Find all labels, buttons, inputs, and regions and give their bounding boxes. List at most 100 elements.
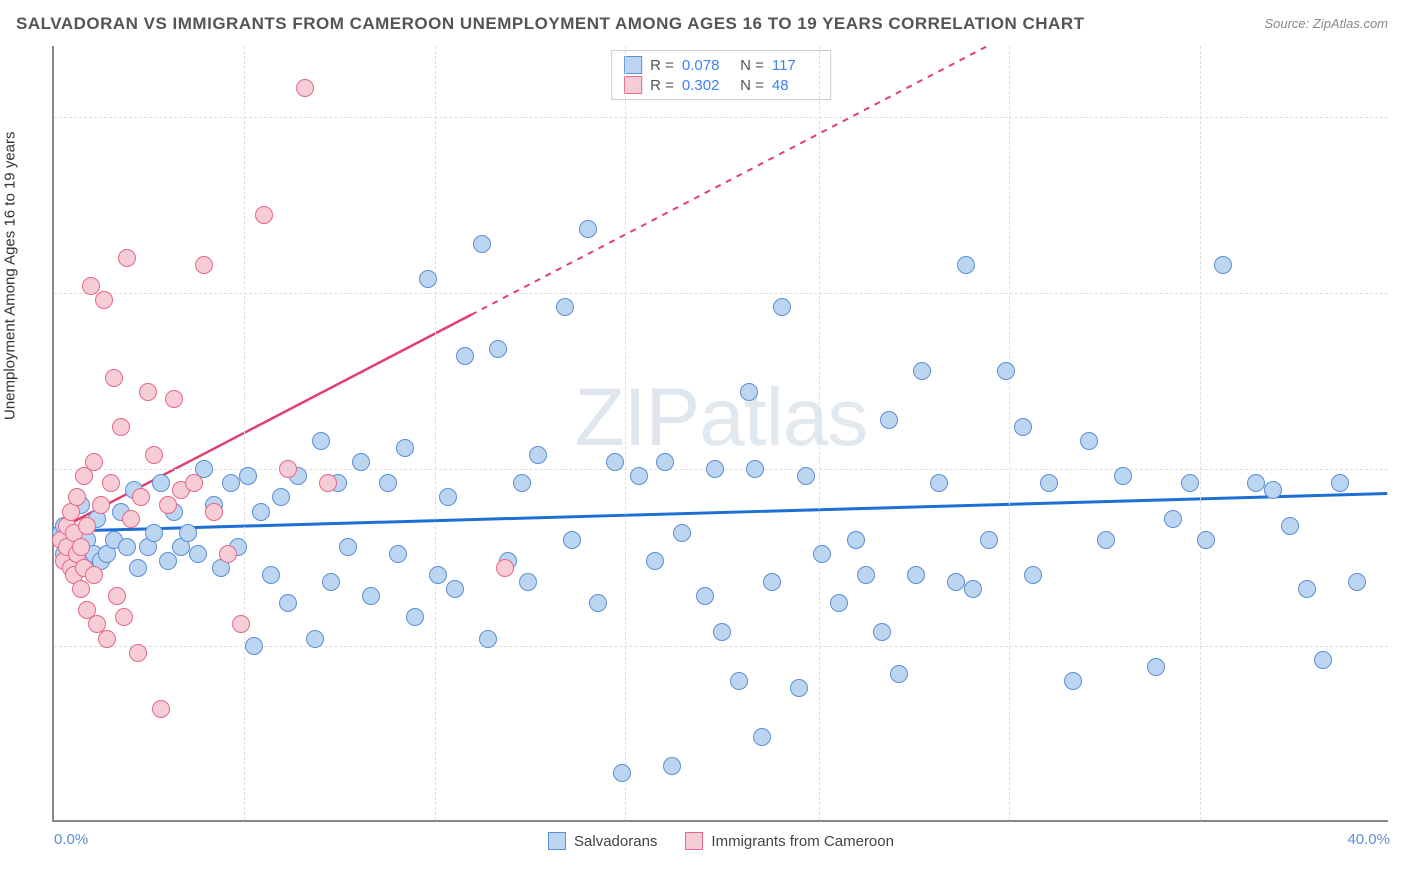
- stats-legend-box: R =0.078 N =117R =0.302 N =48: [611, 50, 831, 100]
- data-point: [219, 545, 237, 563]
- data-point: [118, 249, 136, 267]
- data-point: [563, 531, 581, 549]
- data-point: [964, 580, 982, 598]
- data-point: [339, 538, 357, 556]
- watermark-light: atlas: [699, 372, 867, 463]
- watermark-bold: ZIP: [575, 372, 700, 463]
- data-point: [322, 573, 340, 591]
- data-point: [713, 623, 731, 641]
- legend-swatch: [685, 832, 703, 850]
- plot-area: ZIPatlas R =0.078 N =117R =0.302 N =48 S…: [52, 46, 1388, 822]
- data-point: [663, 757, 681, 775]
- data-point: [105, 369, 123, 387]
- data-point: [78, 517, 96, 535]
- stats-row: R =0.302 N =48: [624, 75, 818, 95]
- data-point: [797, 467, 815, 485]
- data-point: [279, 594, 297, 612]
- data-point: [159, 496, 177, 514]
- data-point: [132, 488, 150, 506]
- legend-item: Immigrants from Cameroon: [685, 832, 894, 850]
- data-point: [746, 460, 764, 478]
- gridline-vertical: [1009, 46, 1010, 820]
- data-point: [429, 566, 447, 584]
- data-point: [857, 566, 875, 584]
- series-swatch: [624, 76, 642, 94]
- data-point: [139, 383, 157, 401]
- data-point: [1264, 481, 1282, 499]
- data-point: [1014, 418, 1032, 436]
- data-point: [85, 453, 103, 471]
- data-point: [446, 580, 464, 598]
- gridline-vertical: [819, 46, 820, 820]
- data-point: [1097, 531, 1115, 549]
- data-point: [656, 453, 674, 471]
- data-point: [185, 474, 203, 492]
- data-point: [108, 587, 126, 605]
- source-attribution: Source: ZipAtlas.com: [1264, 16, 1388, 31]
- stat-n-value: 48: [772, 77, 818, 94]
- gridline-vertical: [1200, 46, 1201, 820]
- data-point: [1164, 510, 1182, 528]
- data-point: [1147, 658, 1165, 676]
- data-point: [753, 728, 771, 746]
- data-point: [165, 390, 183, 408]
- data-point: [947, 573, 965, 591]
- data-point: [830, 594, 848, 612]
- data-point: [68, 488, 86, 506]
- data-point: [980, 531, 998, 549]
- data-point: [239, 467, 257, 485]
- data-point: [579, 220, 597, 238]
- data-point: [306, 630, 324, 648]
- data-point: [129, 559, 147, 577]
- x-tick-label: 40.0%: [1347, 831, 1390, 848]
- data-point: [790, 679, 808, 697]
- data-point: [1348, 573, 1366, 591]
- data-point: [379, 474, 397, 492]
- data-point: [205, 503, 223, 521]
- stat-n-label: N =: [736, 77, 764, 94]
- data-point: [556, 298, 574, 316]
- data-point: [195, 256, 213, 274]
- data-point: [396, 439, 414, 457]
- chart-title: SALVADORAN VS IMMIGRANTS FROM CAMEROON U…: [16, 14, 1085, 34]
- data-point: [406, 608, 424, 626]
- data-point: [129, 644, 147, 662]
- y-tick-label: 25.0%: [1393, 461, 1406, 478]
- data-point: [1281, 517, 1299, 535]
- y-axis-label: Unemployment Among Ages 16 to 19 years: [2, 131, 19, 420]
- data-point: [189, 545, 207, 563]
- data-point: [362, 587, 380, 605]
- data-point: [439, 488, 457, 506]
- data-point: [930, 474, 948, 492]
- data-point: [262, 566, 280, 584]
- data-point: [706, 460, 724, 478]
- data-point: [222, 474, 240, 492]
- legend-swatch: [548, 832, 566, 850]
- data-point: [152, 700, 170, 718]
- data-point: [252, 503, 270, 521]
- data-point: [496, 559, 514, 577]
- data-point: [890, 665, 908, 683]
- x-tick-label: 0.0%: [54, 831, 88, 848]
- gridline-vertical: [244, 46, 245, 820]
- data-point: [1181, 474, 1199, 492]
- data-point: [740, 383, 758, 401]
- data-point: [489, 340, 507, 358]
- bottom-legend: Salvadorans Immigrants from Cameroon: [548, 832, 894, 850]
- data-point: [1197, 531, 1215, 549]
- data-point: [1024, 566, 1042, 584]
- data-point: [272, 488, 290, 506]
- series-swatch: [624, 56, 642, 74]
- data-point: [419, 270, 437, 288]
- data-point: [279, 460, 297, 478]
- data-point: [1247, 474, 1265, 492]
- data-point: [529, 446, 547, 464]
- legend-label: Salvadorans: [574, 833, 657, 850]
- data-point: [773, 298, 791, 316]
- data-point: [606, 453, 624, 471]
- data-point: [730, 672, 748, 690]
- data-point: [519, 573, 537, 591]
- data-point: [813, 545, 831, 563]
- data-point: [589, 594, 607, 612]
- data-point: [1214, 256, 1232, 274]
